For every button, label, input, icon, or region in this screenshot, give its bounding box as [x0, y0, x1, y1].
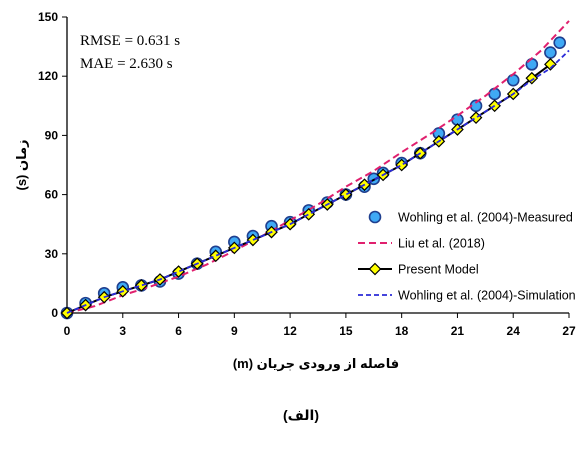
x-tick-label: 12 [283, 324, 297, 338]
y-tick-label: 90 [45, 128, 59, 142]
x-tick-label: 15 [339, 324, 353, 338]
x-tick-label: 0 [64, 324, 71, 338]
x-tick-label: 18 [395, 324, 409, 338]
chart-legend: Wohling et al. (2004)-Measured Liu et al.… [358, 211, 576, 303]
y-tick-label: 120 [38, 69, 58, 83]
simulation-line [66, 49, 570, 314]
present-model-point [469, 111, 483, 124]
x-tick-label: 27 [562, 324, 576, 338]
x-tick-label: 9 [231, 324, 238, 338]
y-tick-label: 60 [45, 188, 59, 202]
measured-point [506, 73, 520, 87]
legend-label: Wohling et al. (2004)-Measured [398, 211, 573, 225]
y-tick-label: 150 [38, 10, 58, 24]
x-tick-label: 3 [119, 324, 126, 338]
present-model-point [525, 71, 539, 85]
measured-point [553, 36, 567, 49]
mae-annotation: MAE = 2.630 s [80, 56, 173, 72]
rmse-annotation: RMSE = 0.631 s [80, 33, 180, 49]
legend-present-marker [368, 262, 382, 276]
y-tick-label: 30 [45, 247, 59, 261]
y-tick-label: 0 [51, 306, 58, 320]
legend-measured-marker [368, 210, 382, 224]
present-model-point [544, 58, 557, 71]
legend-label: Wohling et al. (2004)-Simulation [398, 289, 576, 303]
measured-point [544, 46, 557, 59]
measured-point [488, 87, 501, 101]
x-tick-label: 6 [175, 324, 182, 338]
legend-label: Present Model [398, 263, 479, 277]
x-tick-label: 21 [451, 324, 465, 338]
series-layer [60, 20, 570, 320]
liu-2018-line [66, 20, 570, 314]
chart-axes: 0 3 6 9 12 15 18 21 24 27 0 30 60 90 120 150 [38, 10, 576, 338]
x-tick-label: 24 [507, 324, 521, 338]
y-axis-title: زمان (s) [14, 139, 29, 190]
legend-label: Liu et al. (2018) [398, 237, 485, 251]
figure-caption: (الف) [283, 407, 319, 423]
x-axis-title: فاصله از ورودی جریان (m) [233, 356, 399, 371]
